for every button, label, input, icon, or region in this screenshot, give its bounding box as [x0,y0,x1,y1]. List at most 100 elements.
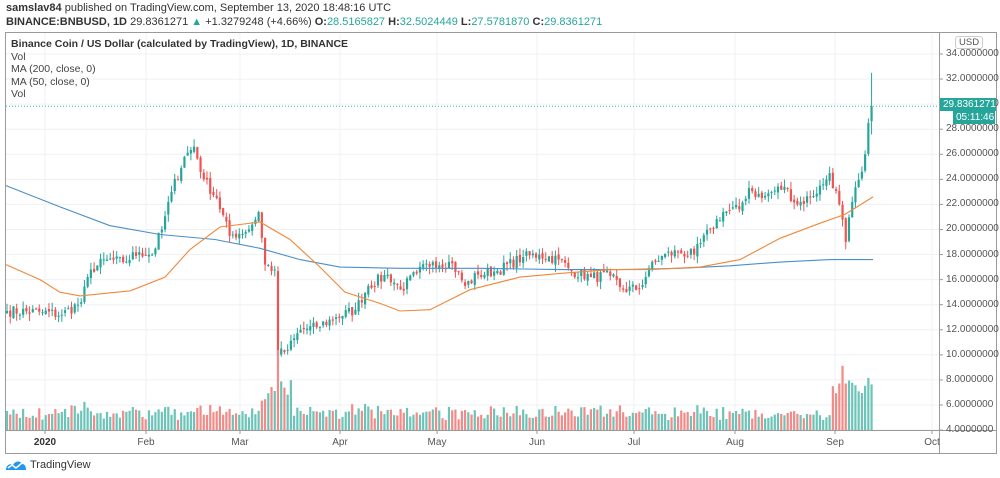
candle-body [354,309,357,315]
candle-body [86,276,89,287]
candle-body [793,199,796,203]
candle-body [518,254,522,263]
volume-bar [431,409,434,430]
candle-body [151,254,154,256]
candle-body [205,177,209,180]
volume-bar [802,418,805,430]
volume-bar [699,413,702,430]
candle-body [422,264,425,268]
volume-bar [393,415,396,430]
ma50-line [5,196,874,312]
candle-body [560,259,563,261]
volume-bar [786,412,789,430]
volume-bar [102,418,105,430]
volume-bar [176,419,180,430]
tradingview-brand[interactable]: TradingView [5,458,91,471]
low-value: 27.5781870 [471,16,530,28]
candle-body [728,209,731,211]
candle-body [357,300,360,312]
volume-bar [173,409,176,430]
candle-body [254,219,257,224]
volume-bar [234,413,238,430]
candle-body [34,308,38,310]
candle-body [493,271,496,276]
candle-body [12,306,15,319]
volume-bar [860,392,863,430]
volume-bar [147,410,151,430]
volume-bar [709,415,712,430]
volume-bar [838,383,841,430]
candle-body [570,269,573,271]
candle-body [505,262,509,265]
price-tick-label: 8.0000000 [946,373,994,385]
volume-bar [76,413,80,430]
candle-body [454,261,457,273]
candle-body [118,256,122,258]
up-arrow-icon: ▲ [191,16,203,28]
volume-bar [457,419,460,430]
volume-bar [489,406,492,430]
volume-bar [34,417,38,430]
volume-bar [31,415,34,430]
volume-bar [380,411,383,430]
volume-bar [531,417,534,430]
volume-bar [5,411,9,430]
candle-body [244,232,247,234]
candle-body [289,340,292,350]
volume-bar [347,411,351,430]
candle-body [389,274,392,283]
volume-bar [570,410,573,430]
legend-item-vol-2[interactable]: Vol [11,88,26,100]
volume-bar [267,393,270,430]
volume-bar [331,410,334,430]
volume-bar [793,411,796,430]
volume-bar [399,409,402,430]
legend-item-vol[interactable]: Vol [11,50,26,63]
volume-bar [483,418,486,430]
volume-bar [299,410,302,430]
candle-body [547,256,551,262]
volume-bar [15,413,18,430]
volume-bar [625,416,628,430]
author[interactable]: samslav84 [6,2,62,14]
candle-body [196,147,199,159]
volume-bar [341,416,344,430]
candle-body [428,263,431,267]
candle-body [425,263,428,265]
candle-body [644,276,647,285]
volume-bar [89,411,92,430]
volume-bar [9,414,12,430]
legend-item-ma200[interactable]: MA (200, close, 0) [11,63,96,75]
volume-bar [518,415,522,430]
candle-body [241,234,244,236]
candle-body [705,229,709,235]
volume-bar [276,350,280,430]
candle-body [228,220,231,236]
candle-body [441,264,444,268]
candle-body [641,285,644,288]
candle-body [544,258,547,260]
candle-body [489,266,492,277]
candle-body [618,278,622,288]
volume-bar [122,410,125,430]
currency-label[interactable]: USD [955,36,984,49]
candle-body [99,258,102,268]
candle-body [628,286,631,291]
volume-bar [731,412,734,430]
volume-bar [257,410,260,430]
volume-bar [86,407,89,430]
candle-body [28,312,31,314]
volume-bar [547,416,551,430]
candle-body [854,187,857,203]
volume-bar [186,411,189,430]
volume-bar [12,409,15,430]
volume-bar [131,407,134,430]
legend-item-ma50[interactable]: MA (50, close, 0) [11,75,90,88]
volume-bar [41,419,44,430]
candle-body [376,274,380,286]
volume-bar [57,413,60,430]
volume-bar [167,406,170,430]
volume-bar [386,409,389,430]
volume-bar [354,414,357,430]
